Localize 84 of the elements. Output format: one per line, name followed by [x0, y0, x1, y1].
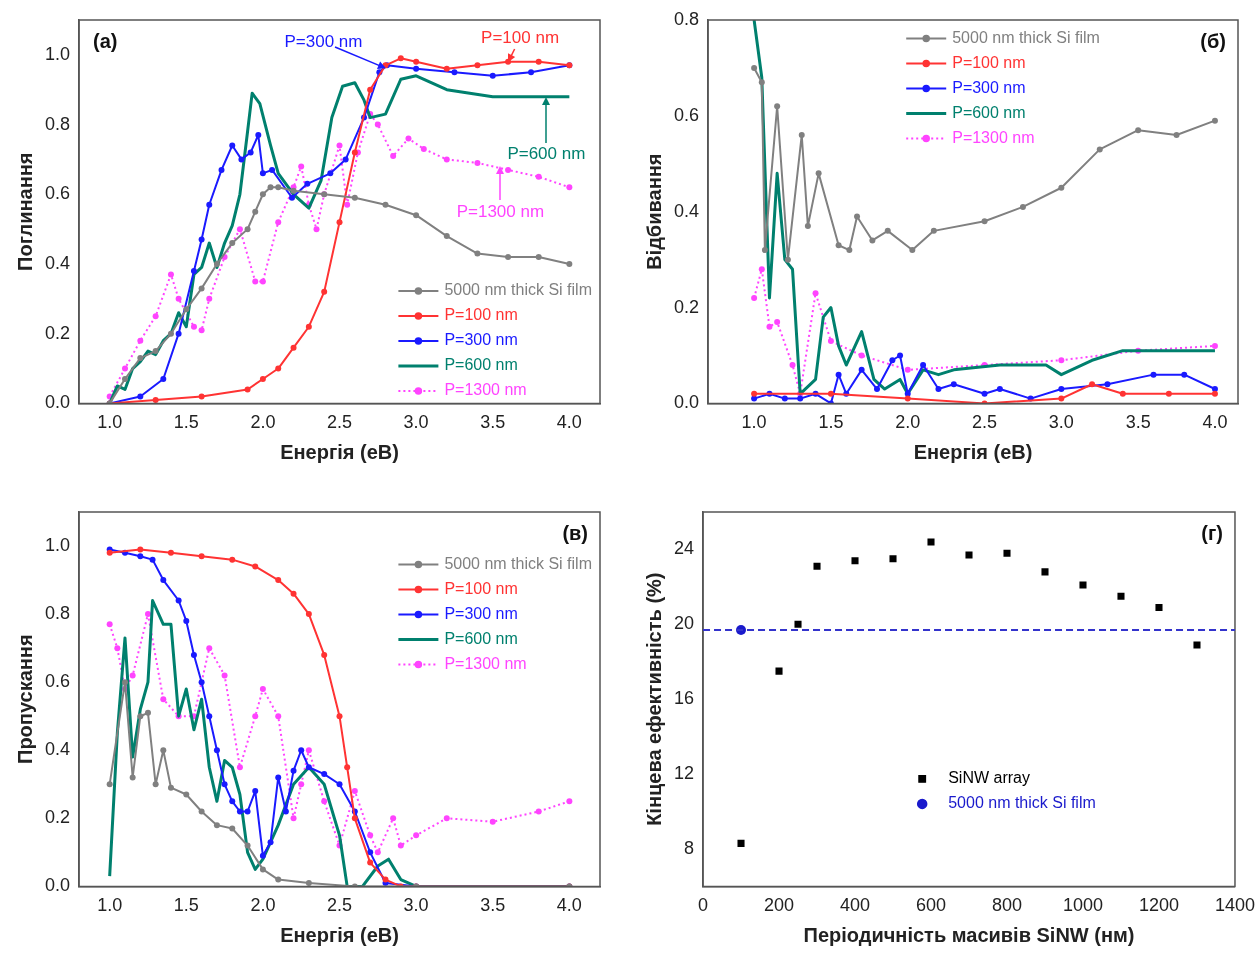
x-tick-label: 2.5	[327, 412, 353, 433]
x-axis-title: Енергія (eB)	[280, 923, 399, 946]
x-tick-label: 1.5	[173, 412, 199, 433]
y-axis-title: Відбивання	[642, 153, 665, 270]
legend-label: 5000 nm thick Si film	[444, 281, 592, 299]
x-tick-label: 2.0	[895, 412, 921, 433]
y-tick-label: 0.8	[44, 603, 71, 624]
y-tick-label: 1.0	[44, 535, 71, 556]
legend-label: P=300 nm	[952, 78, 1026, 96]
x-tick-label: 3.5	[480, 895, 506, 916]
x-tick-label: 600	[915, 895, 947, 916]
y-tick-label: 0.2	[44, 807, 71, 828]
y-tick-label: 20	[673, 613, 695, 634]
x-tick-label: 2.5	[327, 895, 353, 916]
legend-label: SiNW array	[948, 769, 1030, 787]
y-tick-label: 1.0	[44, 43, 71, 64]
annotation: P=600 nm	[507, 144, 586, 164]
y-tick-label: 0.2	[44, 322, 71, 343]
x-tick-label: 0	[698, 895, 709, 916]
y-axis-title: Пропускання	[13, 634, 36, 764]
x-axis-title: Енергія (eB)	[913, 440, 1033, 463]
y-tick-label: 0.0	[44, 875, 71, 896]
legend-label: P=600 nm	[952, 103, 1026, 121]
x-tick-label: 4.0	[556, 412, 582, 433]
legend-label: P=300 nm	[444, 331, 518, 349]
y-tick-label: 0.8	[673, 8, 700, 29]
y-tick-label: 0.4	[673, 200, 700, 221]
x-tick-label: 3.5	[1125, 412, 1151, 433]
y-tick-label: 0.0	[44, 392, 71, 413]
x-tick-label: 3.0	[1048, 412, 1074, 433]
x-tick-label: 1.0	[97, 895, 123, 916]
legend-label: 5000 nm thick Si film	[444, 554, 592, 572]
x-tick-label: 3.0	[403, 895, 429, 916]
x-tick-label: 4.0	[556, 895, 582, 916]
x-tick-label: 3.0	[403, 412, 429, 433]
y-tick-label: 8	[684, 837, 695, 858]
annotation: (г)	[1201, 521, 1223, 544]
annotation: P=1300 nm	[456, 202, 545, 222]
y-tick-label: 0.8	[44, 113, 71, 134]
y-tick-label: 0.6	[44, 671, 71, 692]
x-tick-label: 400	[839, 895, 871, 916]
y-tick-label: 0.2	[673, 296, 700, 317]
legend-label: P=1300 nm	[952, 128, 1035, 146]
legend-label: 5000 nm thick Si film	[952, 28, 1100, 46]
x-tick-label: 1000	[1062, 895, 1104, 916]
annotation: (в)	[562, 521, 588, 544]
y-axis-title: Кінцева ефективність (%)	[642, 572, 665, 826]
x-tick-label: 1.5	[173, 895, 199, 916]
annotation: P=300 nm	[284, 32, 363, 52]
y-tick-label: 0.4	[44, 252, 71, 273]
y-tick-label: 0.6	[44, 183, 71, 204]
x-tick-label: 4.0	[1202, 412, 1228, 433]
x-axis-title: Періодичність масивів SiNW (нм)	[803, 923, 1135, 946]
legend-label: P=600 nm	[444, 356, 518, 374]
x-tick-label: 800	[991, 895, 1023, 916]
legend-label: P=100 nm	[952, 53, 1026, 71]
legend-label: P=300 nm	[444, 604, 518, 622]
y-tick-label: 12	[673, 763, 695, 784]
x-tick-label: 1200	[1138, 895, 1180, 916]
y-tick-label: 0.6	[673, 104, 700, 125]
x-axis-title: Енергія (eB)	[280, 440, 399, 463]
annotation: (б)	[1200, 29, 1226, 52]
x-tick-label: 3.5	[480, 412, 506, 433]
x-tick-label: 1.0	[97, 412, 123, 433]
legend-label: P=100 nm	[444, 306, 518, 324]
legend-label: P=100 nm	[444, 579, 518, 597]
legend-label: P=600 nm	[444, 629, 518, 647]
legend-label: P=1300 nm	[444, 654, 527, 672]
x-tick-label: 2.0	[250, 412, 276, 433]
x-tick-label: 2.0	[250, 895, 276, 916]
x-tick-label: 200	[763, 895, 795, 916]
annotation: P=100 nm	[481, 27, 560, 47]
y-tick-label: 16	[673, 688, 695, 709]
legend-label: 5000 nm thick Si film	[948, 794, 1096, 812]
annotation: (a)	[93, 29, 118, 52]
y-axis-title: Поглинання	[13, 152, 36, 271]
legend-label: P=1300 nm	[444, 381, 527, 399]
x-tick-label: 1.5	[818, 412, 844, 433]
y-tick-label: 24	[673, 538, 695, 559]
x-tick-label: 1.0	[741, 412, 767, 433]
y-tick-label: 0.4	[44, 739, 71, 760]
y-tick-label: 0.0	[673, 392, 700, 413]
x-tick-label: 2.5	[972, 412, 998, 433]
x-tick-label: 1400	[1214, 895, 1255, 916]
